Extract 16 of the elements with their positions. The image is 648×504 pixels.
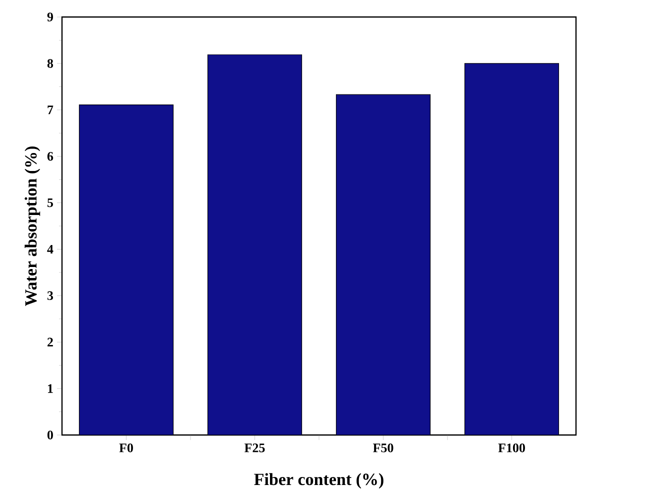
- x-axis-title: Fiber content (%): [254, 473, 384, 489]
- y-tick-label: 1: [48, 384, 53, 393]
- y-tick-label: 8: [47, 59, 54, 68]
- x-tick-label: F50: [373, 444, 394, 452]
- y-tick-label: 0: [47, 430, 53, 440]
- y-tick-label: 5: [47, 198, 53, 208]
- y-tick-label: 7: [48, 106, 54, 114]
- y-tick-label: 4: [47, 244, 54, 254]
- y-tick-label: 3: [47, 291, 54, 300]
- y-tick-label: 6: [47, 152, 54, 161]
- y-tick-label: 2: [48, 338, 53, 346]
- x-tick-label: F0: [119, 444, 133, 452]
- y-axis-title: Water absorption (%): [24, 146, 40, 306]
- x-tick-label: F100: [498, 444, 525, 452]
- y-tick-label: 9: [47, 12, 54, 22]
- x-tick-label: F25: [244, 444, 265, 452]
